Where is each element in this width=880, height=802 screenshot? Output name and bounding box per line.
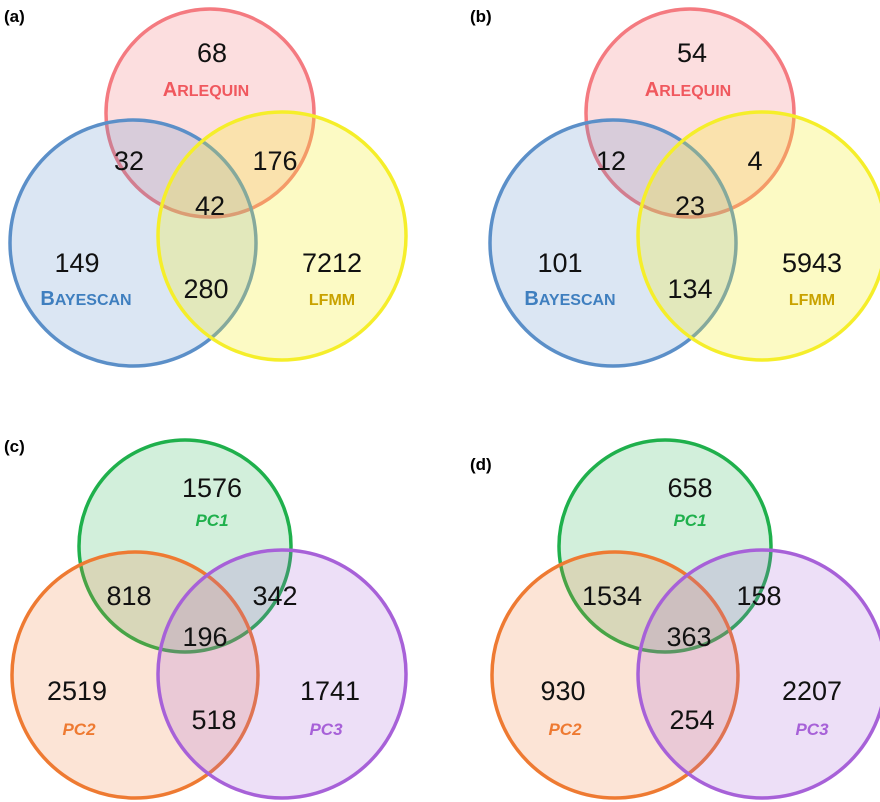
circle-pc2-c (10, 550, 260, 800)
count-bayescan-only-b: 101 (537, 248, 582, 278)
count-bayescan-lfmm-a: 280 (183, 274, 228, 304)
count-arlequin-bayescan-b: 12 (596, 146, 626, 176)
count-pc3-only-c: 1741 (300, 676, 360, 706)
panel-label-d: (d) (470, 455, 492, 474)
count-pc3-only-d: 2207 (782, 676, 842, 706)
label-arlequin-b: ARLEQUIN (645, 79, 731, 101)
count-pc2-only-d: 930 (540, 676, 585, 706)
circle-lfmm-a (156, 110, 408, 362)
label-pc2-c: PC2 (62, 720, 96, 739)
label-pc3-c: PC3 (309, 720, 343, 739)
circle-pc3-d (636, 548, 880, 800)
count-arlequin-only-b: 54 (677, 38, 707, 68)
circle-arlequin-b (584, 7, 796, 219)
label-lfmm-a: LFMM (309, 292, 355, 309)
count-pc1-pc3-c: 342 (252, 581, 297, 611)
circle-bayescan-b (488, 118, 738, 368)
count-arlequin-only-a: 68 (197, 38, 227, 68)
circle-lfmm-b (636, 110, 880, 362)
count-pc1-only-d: 658 (667, 473, 712, 503)
count-center-a: 42 (195, 191, 225, 221)
count-bayescan-lfmm-b: 134 (667, 274, 712, 304)
panel-label-a: (a) (4, 7, 25, 26)
label-arlequin-a: ARLEQUIN (163, 79, 249, 101)
count-pc1-pc2-c: 818 (106, 581, 151, 611)
label-pc1-c: PC1 (195, 511, 228, 530)
circle-bayescan-a (8, 118, 258, 368)
count-arlequin-bayescan-a: 32 (114, 146, 144, 176)
label-pc1-d: PC1 (673, 511, 706, 530)
label-pc3-d: PC3 (795, 720, 829, 739)
circle-pc1-d (557, 438, 773, 654)
count-pc1-pc2-d: 1534 (582, 581, 642, 611)
count-center-c: 196 (182, 622, 227, 652)
count-arlequin-lfmm-b: 4 (747, 146, 762, 176)
panel-d: (d) 658 PC1 1534 158 363 930 PC2 254 220… (470, 438, 880, 800)
label-lfmm-b: LFMM (789, 292, 835, 309)
count-arlequin-lfmm-a: 176 (252, 146, 297, 176)
panel-c: (c) 1576 PC1 818 342 196 2519 PC2 518 17… (4, 437, 408, 800)
panel-a: (a) 68 ARLEQUIN 32 176 42 149 BAYESCAN 2… (4, 7, 408, 368)
panel-label-b: (b) (470, 7, 492, 26)
panel-label-c: (c) (4, 437, 25, 456)
count-bayescan-only-a: 149 (54, 248, 99, 278)
count-pc2-pc3-d: 254 (669, 705, 714, 735)
count-lfmm-only-b: 5943 (782, 248, 842, 278)
count-pc1-pc3-d: 158 (736, 581, 781, 611)
count-pc2-pc3-c: 518 (191, 705, 236, 735)
circle-pc2-d (490, 550, 740, 800)
circle-pc3-c (156, 548, 408, 800)
count-lfmm-only-a: 7212 (302, 248, 362, 278)
count-center-b: 23 (675, 191, 705, 221)
circle-arlequin-a (104, 7, 316, 219)
count-pc2-only-c: 2519 (47, 676, 107, 706)
label-bayescan-a: BAYESCAN (40, 288, 131, 310)
label-pc2-d: PC2 (548, 720, 582, 739)
circle-pc1-c (77, 438, 293, 654)
label-bayescan-b: BAYESCAN (524, 288, 615, 310)
count-center-d: 363 (666, 622, 711, 652)
panel-b: (b) 54 ARLEQUIN 12 4 23 101 BAYESCAN 134… (470, 7, 880, 368)
count-pc1-only-c: 1576 (182, 473, 242, 503)
